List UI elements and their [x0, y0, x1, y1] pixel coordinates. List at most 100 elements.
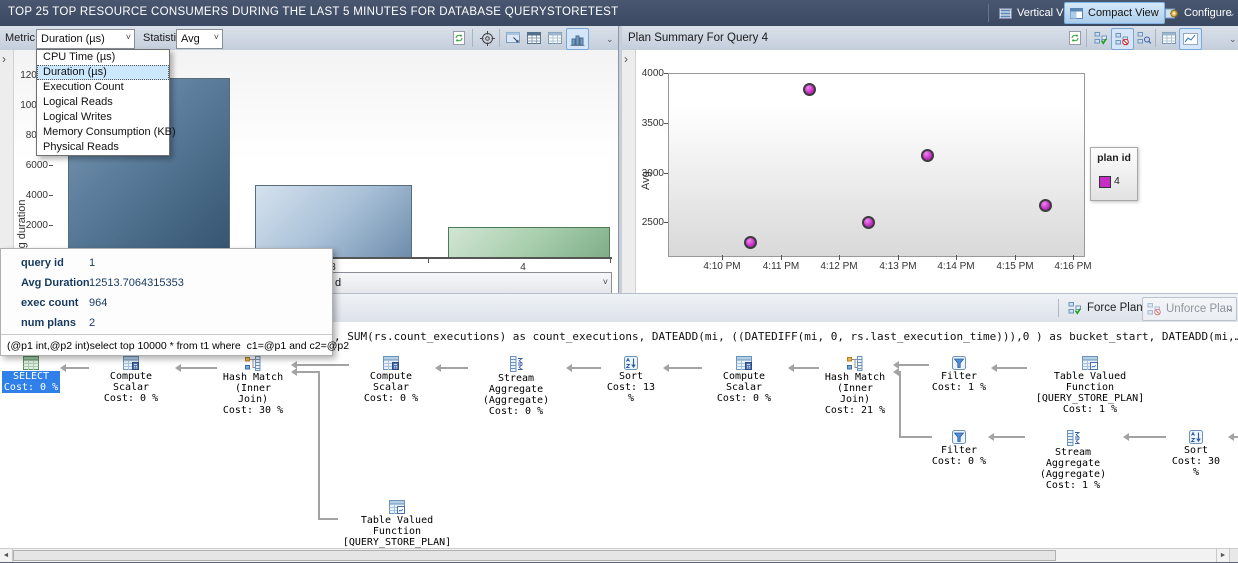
- compare-plans-button[interactable]: [1134, 28, 1154, 48]
- plan-edge: [318, 371, 320, 520]
- force-plan-button[interactable]: Force Plan: [1064, 297, 1147, 319]
- plan-arrow: [988, 433, 994, 441]
- chart-view-button[interactable]: [566, 28, 589, 50]
- plan-edge: [441, 367, 468, 369]
- refresh-button[interactable]: [449, 28, 469, 48]
- plan-node-sort[interactable]: Sort Cost: 13 %: [601, 356, 661, 404]
- dropdown-item[interactable]: Execution Count: [43, 81, 124, 93]
- metric-value: Duration (µs): [41, 33, 105, 45]
- unforce-plan-toolbar-button[interactable]: [1111, 28, 1134, 50]
- plan-node-filter[interactable]: Filter Cost: 0 %: [929, 430, 989, 467]
- y-tick-mark: [49, 165, 53, 166]
- toolbar-separator: [1155, 29, 1156, 47]
- plan-chart-view-button[interactable]: [1179, 28, 1202, 50]
- filter-icon: [952, 430, 966, 444]
- statistic-combo-chevron-icon: ˅: [213, 32, 219, 42]
- y-tick-label: 4000: [25, 190, 48, 201]
- x-axis-field-visible-text: d: [335, 277, 342, 289]
- left-toolbar-overflow-chevron-icon[interactable]: ⌄: [606, 34, 614, 44]
- scroll-left-arrow-icon[interactable]: ◄: [0, 549, 13, 562]
- dropdown-item[interactable]: Logical Writes: [43, 111, 112, 123]
- plan-node-hash-match[interactable]: Hash Match (Inner Join) Cost: 30 %: [217, 356, 289, 416]
- plan-node-compute-scalar[interactable]: Compute Scalar Cost: 0 %: [349, 356, 433, 404]
- x-axis-combo-chevron-icon: ˅: [602, 277, 608, 287]
- right-pane-expander[interactable]: ›: [622, 50, 636, 293]
- unforce-plan-button[interactable]: Unforce Plan: [1142, 297, 1238, 321]
- plan-arrow: [788, 364, 794, 372]
- force-plan-toolbar-button[interactable]: [1091, 28, 1111, 48]
- view-query-text-button[interactable]: [503, 28, 523, 48]
- metric-combobox[interactable]: Duration (µs) ˅: [36, 29, 135, 49]
- dropdown-item-selected[interactable]: Duration (µs): [37, 65, 169, 80]
- scatter-plot-area[interactable]: [668, 73, 1085, 257]
- page-title: TOP 25 TOP RESOURCE CONSUMERS DURING THE…: [8, 6, 619, 18]
- track-query-button[interactable]: [477, 28, 497, 48]
- plan-refresh-button[interactable]: [1065, 28, 1085, 48]
- plan-edge: [181, 367, 217, 369]
- expander-chevron-icon: ›: [2, 52, 6, 66]
- scrollbar-thumb[interactable]: [13, 550, 1056, 561]
- hash-match-icon: [245, 356, 261, 371]
- plan-node-select[interactable]: SELECT Cost: 0 %: [2, 356, 60, 393]
- dropdown-item[interactable]: Memory Consumption (KB): [43, 126, 176, 138]
- statistic-combobox[interactable]: Avg ˅: [176, 29, 223, 49]
- data-point[interactable]: [862, 216, 875, 229]
- scroll-right-arrow-icon[interactable]: ►: [1216, 549, 1229, 562]
- x-tick-label: 3: [330, 262, 336, 273]
- y-tick-mark: [664, 173, 668, 174]
- data-point[interactable]: [803, 83, 816, 96]
- tooltip-query-text: (@p1 int,@p2 int)select top 10000 * from…: [7, 340, 350, 352]
- plan-arrow: [1228, 433, 1234, 441]
- title-bar: TOP 25 TOP RESOURCE CONSUMERS DURING THE…: [0, 0, 1238, 26]
- compute-scalar-icon: [123, 356, 139, 370]
- plan-node-hash-match[interactable]: Hash Match (Inner Join) Cost: 21 %: [819, 356, 891, 416]
- force-plan-icon: [1094, 32, 1107, 45]
- plan-edge: [572, 367, 601, 369]
- data-point[interactable]: [1039, 199, 1052, 212]
- query-tooltip: query id 1 Avg Duration 12513.7064315353…: [0, 248, 349, 356]
- statistic-value: Avg: [181, 33, 200, 45]
- titlebar-overflow-chevron-icon[interactable]: ⌄: [1228, 8, 1236, 18]
- plan-arrow: [291, 368, 297, 376]
- x-tick-label: 4:16 PM: [1054, 261, 1092, 272]
- forcebar-overflow-chevron-icon[interactable]: ⌄: [1226, 303, 1234, 313]
- left-pane-expander[interactable]: ›: [0, 50, 14, 293]
- legend-value[interactable]: 4: [1114, 175, 1120, 187]
- plan-node-stream-aggregate[interactable]: Stream Aggregate (Aggregate) Cost: 1 %: [1025, 430, 1121, 491]
- unforce-plan-icon: [1115, 33, 1129, 46]
- horizontal-scrollbar[interactable]: ◄ ►: [0, 548, 1238, 562]
- execution-plan-pane[interactable]: SELECT Cost: 0 % Compute Scalar Cost: 0 % …: [0, 355, 1238, 548]
- plan-summary-header: Plan Summary For Query 4: [628, 32, 768, 44]
- query-text: , SUM(rs.count_executions) as count_exec…: [334, 330, 1238, 343]
- sort-icon: [624, 356, 638, 370]
- plan-arrow: [893, 368, 899, 376]
- plan-edge: [899, 371, 901, 438]
- plan-node-stream-aggregate[interactable]: Stream Aggregate (Aggregate) Cost: 0 %: [468, 356, 564, 417]
- dropdown-item[interactable]: CPU Time (µs): [43, 51, 116, 63]
- filter-icon: [952, 356, 966, 370]
- dropdown-item[interactable]: Physical Reads: [43, 141, 119, 153]
- plan-toolbar-overflow-chevron-icon[interactable]: ⌄: [1229, 34, 1237, 44]
- plan-node-compute-scalar[interactable]: Compute Scalar Cost: 0 %: [702, 356, 786, 404]
- plan-node-filter[interactable]: Filter Cost: 1 %: [929, 356, 989, 393]
- expander-chevron-icon: ›: [624, 52, 628, 66]
- data-point[interactable]: [921, 149, 934, 162]
- plan-node-table-valued-function[interactable]: Table Valued Function[QUERY_STORE_PLAN]C…: [334, 500, 460, 548]
- tooltip-label: query id: [21, 257, 64, 269]
- plan-grid-view-button[interactable]: [1159, 28, 1179, 48]
- grid-dark-icon: [527, 32, 541, 44]
- grid-extra-view-button[interactable]: [545, 28, 565, 48]
- compact-view-button[interactable]: Compact View: [1064, 2, 1165, 24]
- configure-button[interactable]: Configure: [1160, 3, 1237, 23]
- plan-node-table-valued-function[interactable]: Table Valued Function[QUERY_STORE_PLAN]C…: [1027, 356, 1153, 415]
- plan-node-sort[interactable]: Sort Cost: 30 %: [1166, 430, 1226, 478]
- data-point[interactable]: [744, 236, 757, 249]
- grid-icon: [1162, 32, 1176, 44]
- bar-query-4[interactable]: [448, 227, 610, 259]
- y-tick-label: 3000: [641, 168, 664, 179]
- plan-node-compute-scalar[interactable]: Compute Scalar Cost: 0 %: [89, 356, 173, 404]
- dropdown-item[interactable]: Logical Reads: [43, 96, 113, 108]
- metric-label: Metric: [5, 32, 35, 44]
- grid-view-button[interactable]: [524, 28, 544, 48]
- x-tick-label: 4:12 PM: [820, 261, 858, 272]
